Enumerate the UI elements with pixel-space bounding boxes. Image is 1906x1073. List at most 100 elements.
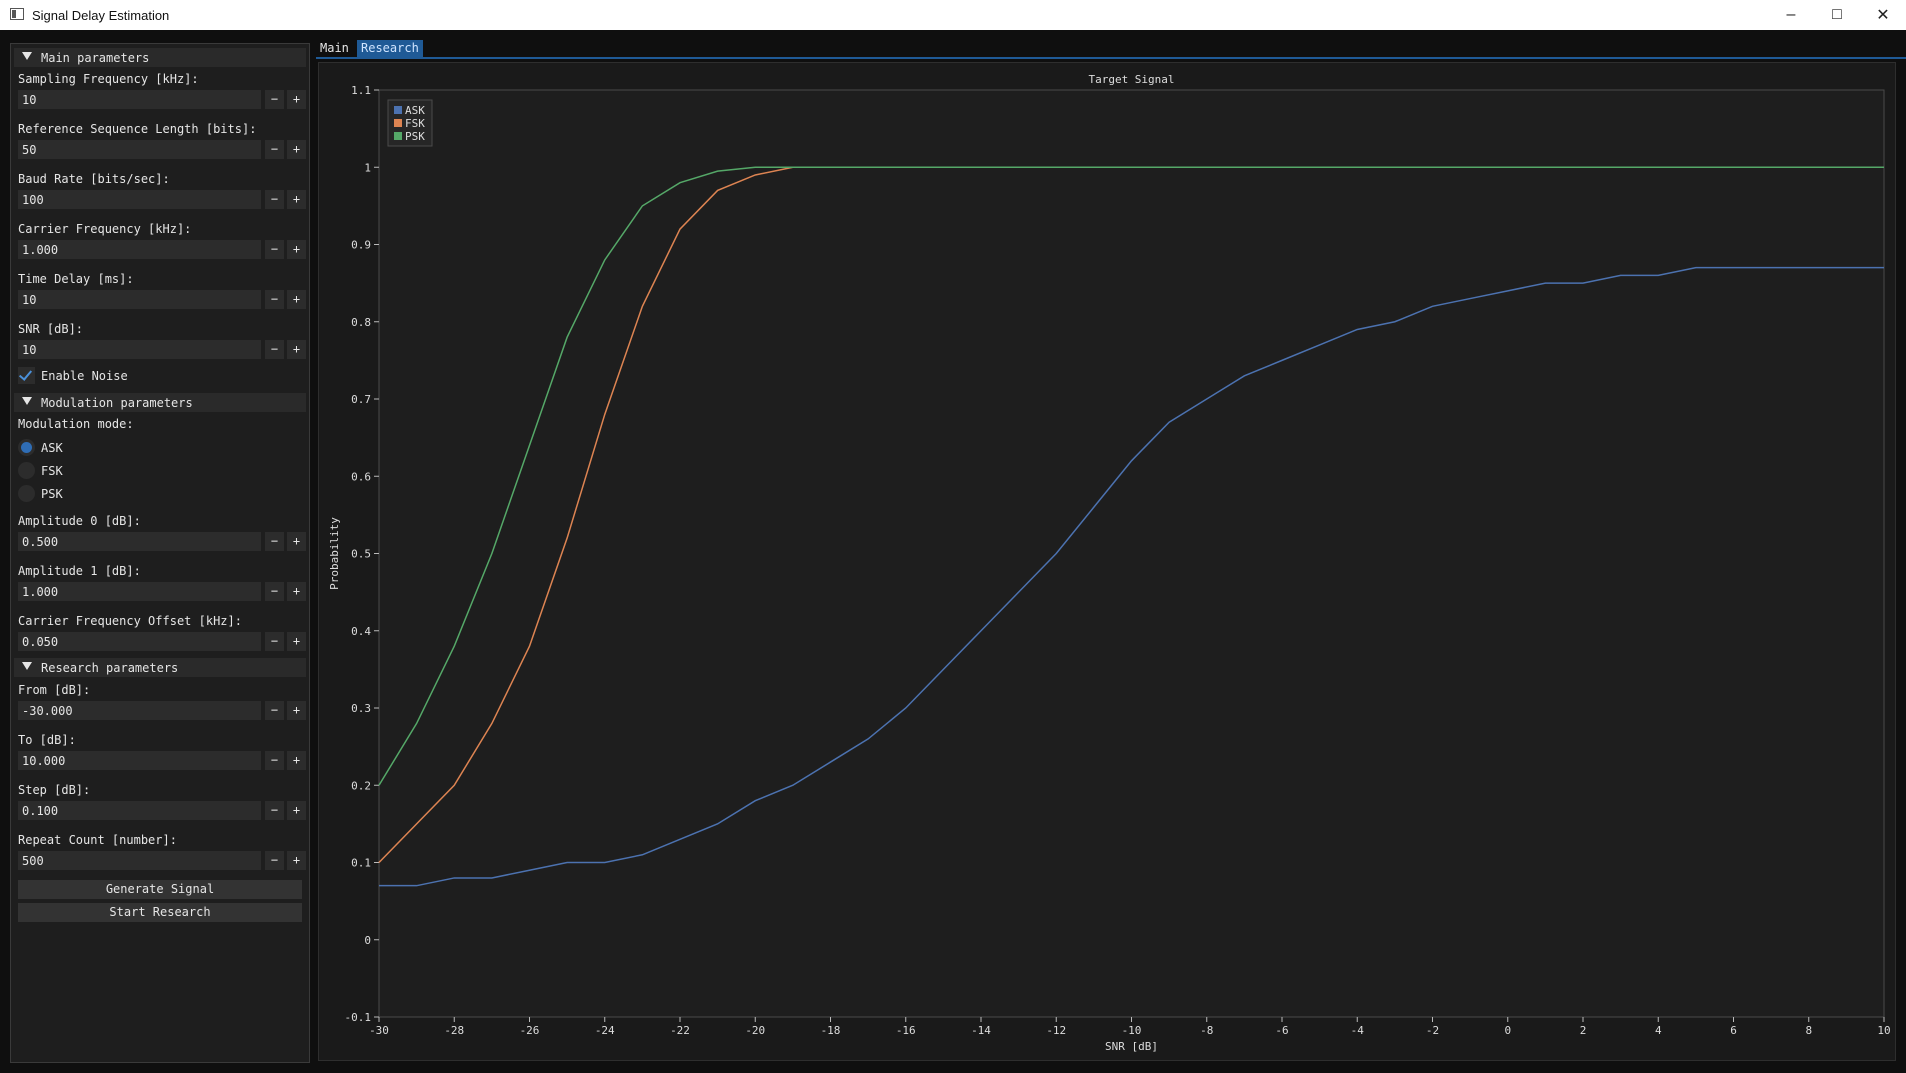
decrement-button[interactable]: −	[265, 190, 284, 209]
x-tick-label: -30	[369, 1024, 389, 1037]
increment-button[interactable]: +	[287, 632, 306, 651]
field-label: Repeat Count [number]:	[18, 833, 177, 847]
start-research-button[interactable]: Start Research	[18, 903, 302, 922]
field-label: To [dB]:	[18, 733, 76, 747]
carrier-offset-input[interactable]: 0.050	[18, 632, 261, 651]
section-research-parameters[interactable]: Research parameters	[14, 658, 306, 677]
section-modulation-parameters[interactable]: Modulation parameters	[14, 393, 306, 412]
series-line-ask	[379, 266, 1884, 887]
increment-button[interactable]: +	[287, 340, 306, 359]
to-input[interactable]: 10.000	[18, 751, 261, 770]
x-tick-label: -22	[670, 1024, 690, 1037]
increment-button[interactable]: +	[287, 701, 306, 720]
decrement-button[interactable]: −	[265, 240, 284, 259]
x-tick-label: -18	[821, 1024, 841, 1037]
field-label: SNR [dB]:	[18, 322, 84, 336]
radio-label: FSK	[41, 464, 63, 478]
y-tick-label: 0.9	[351, 239, 371, 252]
field-label: Baud Rate [bits/sec]:	[18, 172, 170, 186]
x-tick-label: 4	[1655, 1024, 1662, 1037]
x-tick-label: 10	[1877, 1024, 1890, 1037]
x-tick-label: -16	[896, 1024, 916, 1037]
radio-ask[interactable]	[18, 439, 35, 456]
increment-button[interactable]: +	[287, 801, 306, 820]
snr-input[interactable]: 10	[18, 340, 261, 359]
decrement-button[interactable]: −	[265, 340, 284, 359]
increment-button[interactable]: +	[287, 532, 306, 551]
x-tick-label: -26	[520, 1024, 540, 1037]
increment-button[interactable]: +	[287, 90, 306, 109]
generate-signal-button[interactable]: Generate Signal	[18, 880, 302, 899]
decrement-button[interactable]: −	[265, 751, 284, 770]
field-label: From [dB]:	[18, 683, 91, 697]
increment-button[interactable]: +	[287, 290, 306, 309]
decrement-button[interactable]: −	[265, 532, 284, 551]
enable-noise-checkbox[interactable]	[18, 367, 35, 384]
legend-label: ASK	[405, 104, 425, 117]
decrement-button[interactable]: −	[265, 801, 284, 820]
radio-psk[interactable]	[18, 485, 35, 502]
radio-label: ASK	[41, 441, 63, 455]
y-tick-label: 1.1	[351, 84, 371, 97]
increment-button[interactable]: +	[287, 582, 306, 601]
from-input[interactable]: -30.000	[18, 701, 261, 720]
legend-swatch	[394, 106, 402, 114]
maximize-button[interactable]: □	[1832, 6, 1842, 23]
x-tick-label: -12	[1046, 1024, 1066, 1037]
time-delay-input[interactable]: 10	[18, 290, 261, 309]
radio-label: PSK	[41, 487, 63, 501]
increment-button[interactable]: +	[287, 240, 306, 259]
collapse-triangle-icon	[22, 52, 32, 60]
field-label: Sampling Frequency [kHz]:	[18, 72, 199, 86]
tab-underline	[316, 57, 1906, 59]
section-main-parameters[interactable]: Main parameters	[14, 48, 306, 67]
amplitude-1-input[interactable]: 1.000	[18, 582, 261, 601]
collapse-triangle-icon	[22, 662, 32, 670]
x-axis-label: SNR [dB]	[1105, 1040, 1158, 1053]
amplitude-0-input[interactable]: 0.500	[18, 532, 261, 551]
baud-rate-input[interactable]: 100	[18, 190, 261, 209]
decrement-button[interactable]: −	[265, 632, 284, 651]
x-tick-label: -28	[444, 1024, 464, 1037]
plot-area	[378, 89, 1885, 1018]
y-tick-label: 0.7	[351, 393, 371, 406]
x-tick-label: -24	[595, 1024, 615, 1037]
increment-button[interactable]: +	[287, 851, 306, 870]
decrement-button[interactable]: −	[265, 290, 284, 309]
sampling-frequency-input[interactable]: 10	[18, 90, 261, 109]
x-tick-label: -10	[1122, 1024, 1142, 1037]
y-tick-label: 0.6	[351, 470, 371, 483]
increment-button[interactable]: +	[287, 751, 306, 770]
increment-button[interactable]: +	[287, 140, 306, 159]
radio-fsk[interactable]	[18, 462, 35, 479]
increment-button[interactable]: +	[287, 190, 306, 209]
y-tick-label: 1	[364, 161, 371, 174]
decrement-button[interactable]: −	[265, 140, 284, 159]
reference-length-input[interactable]: 50	[18, 140, 261, 159]
minimize-button[interactable]: –	[1786, 6, 1796, 23]
y-tick-label: 0.5	[351, 548, 371, 561]
decrement-button[interactable]: −	[265, 582, 284, 601]
repeat-count-input[interactable]: 500	[18, 851, 261, 870]
y-axis-label: Probability	[328, 517, 341, 590]
y-tick-label: 0.2	[351, 779, 371, 792]
decrement-button[interactable]: −	[265, 701, 284, 720]
decrement-button[interactable]: −	[265, 90, 284, 109]
x-tick-label: -20	[745, 1024, 765, 1037]
field-label: Time Delay [ms]:	[18, 272, 134, 286]
field-label: Amplitude 0 [dB]:	[18, 514, 141, 528]
x-tick-label: 6	[1730, 1024, 1737, 1037]
chart-title: Target Signal	[1088, 73, 1174, 86]
field-label: Carrier Frequency [kHz]:	[18, 222, 192, 236]
carrier-frequency-input[interactable]: 1.000	[18, 240, 261, 259]
y-tick-label: 0	[364, 934, 371, 947]
tab-research[interactable]: Research	[357, 40, 423, 57]
close-button[interactable]: ✕	[1876, 7, 1890, 24]
parameters-panel: Main parameters Sampling Frequency [kHz]…	[10, 43, 310, 1063]
field-label: Step [dB]:	[18, 783, 91, 797]
step-input[interactable]: 0.100	[18, 801, 261, 820]
tab-main[interactable]: Main	[320, 41, 349, 55]
field-label: Carrier Frequency Offset [kHz]:	[18, 614, 242, 628]
decrement-button[interactable]: −	[265, 851, 284, 870]
